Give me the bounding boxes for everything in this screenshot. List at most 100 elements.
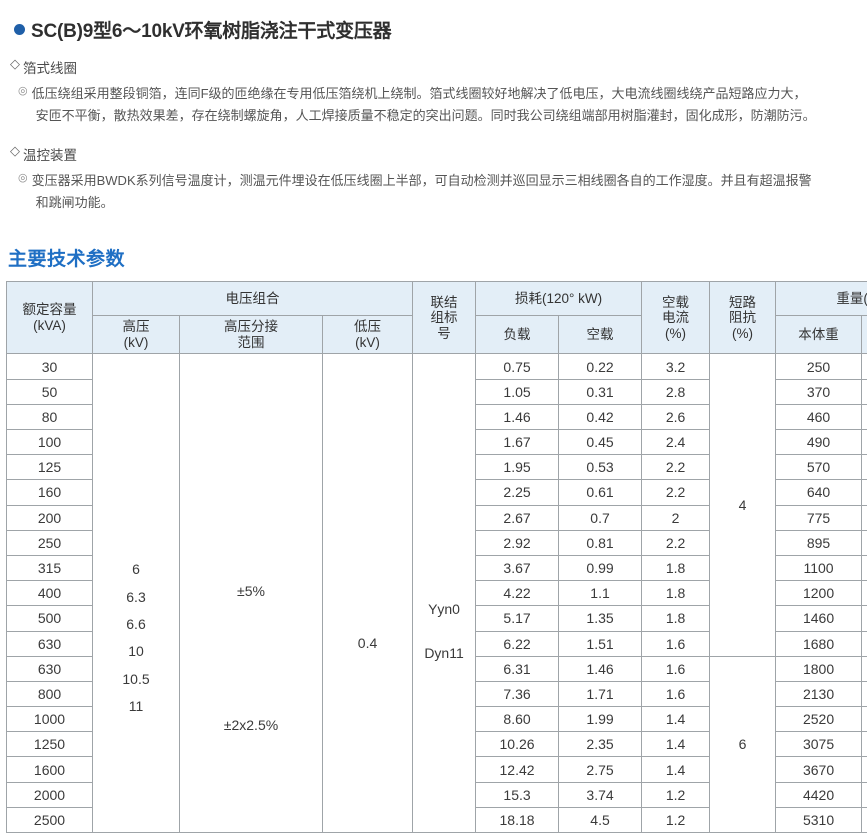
th-capacity: 额定容量 (kVA) [7,282,93,354]
page-title-text: SC(B)9型6～10kV环氧树脂浇注干式变压器 [31,16,391,43]
cell-weight-case: 550 [862,404,867,429]
cell-load-loss: 1.05 [476,379,559,404]
cell-weight-case: 2310 [862,681,867,706]
cell-noload-loss: 3.74 [559,782,642,807]
diamond-icon: ◇ [10,144,20,158]
cell-weight-body: 1460 [776,606,862,631]
cell-noload-loss: 1.46 [559,656,642,681]
cell-noload-loss: 0.7 [559,505,642,530]
th-loss-noload: 空载 [559,316,642,354]
cell-weight-body: 2130 [776,681,862,706]
cell-capacity: 80 [7,404,93,429]
th-loss-group: 损耗(120° kW) [476,282,642,316]
cell-capacity: 30 [7,354,93,379]
cell-weight-body: 1100 [776,555,862,580]
spec-table-head: 额定容量 (kVA) 电压组合 联结 组标 号 损耗(120° kW) 空载 电… [7,282,867,354]
cell-load-loss: 7.36 [476,681,559,706]
cell-capacity: 2500 [7,807,93,832]
cell-weight-case: 890 [862,505,867,530]
cell-noload-loss: 0.81 [559,530,642,555]
th-imp-l3: (%) [712,326,773,342]
cell-weight-case: 460 [862,379,867,404]
th-weight-body: 本体重 [776,316,862,354]
cell-noload-current: 3.2 [642,354,710,379]
cell-load-loss: 10.26 [476,732,559,757]
th-imp-l1: 短路 [712,295,773,311]
cell-load-loss: 1.46 [476,404,559,429]
cell-load-loss: 15.3 [476,782,559,807]
cell-noload-current: 1.2 [642,782,710,807]
th-hv-l2: (kV) [95,335,177,351]
section-heading-main-specs: 主要技术参数 [8,244,867,271]
feature-paragraph-line-1: 变压器采用BWDK系列信号温度计，测温元件埋设在低压线圈上半部，可自动检测并巡回… [32,173,812,188]
cell-load-loss: 3.67 [476,555,559,580]
cell-noload-current: 1.4 [642,707,710,732]
th-weight-group: 重量(kg) [776,282,867,316]
hv-value: 11 [93,693,179,720]
cell-capacity: 2000 [7,782,93,807]
cell-weight-case: 1250 [862,555,867,580]
th-imp-l2: 阻抗 [712,310,773,326]
th-conn-l3: 号 [415,326,473,342]
cell-noload-current: 2.2 [642,455,710,480]
cell-load-loss: 2.67 [476,505,559,530]
cell-weight-body: 5310 [776,807,862,832]
cell-weight-body: 3075 [776,732,862,757]
cell-noload-current: 2.6 [642,404,710,429]
cell-weight-body: 490 [776,430,862,455]
cell-load-loss: 6.31 [476,656,559,681]
feature-block-temp-control: ◇ 温控装置 ◎ 变压器采用BWDK系列信号温度计，测温元件埋设在低压线圈上半部… [8,144,867,215]
cell-load-loss: 5.17 [476,606,559,631]
cell-weight-body: 640 [776,480,862,505]
product-spec-page: SC(B)9型6～10kV环氧树脂浇注干式变压器 ◇ 箔式线圈 ◎ 低压绕组采用… [0,0,867,774]
th-lv: 低压 (kV) [323,316,413,354]
th-nlc-l3: (%) [644,326,707,342]
cell-noload-loss: 0.22 [559,354,642,379]
cell-weight-body: 1800 [776,656,862,681]
th-weight-case: 带外壳重 [862,316,867,354]
feature-heading-foil-coil: ◇ 箔式线圈 [10,57,867,77]
cell-capacity: 125 [7,455,93,480]
cell-noload-loss: 0.42 [559,404,642,429]
cell-noload-current: 1.8 [642,606,710,631]
cell-tap-range: ±5%±2x2.5% [180,354,323,833]
cell-capacity: 250 [7,530,93,555]
cell-weight-case: 4670 [862,782,867,807]
cell-noload-loss: 1.1 [559,581,642,606]
cell-load-loss: 12.42 [476,757,559,782]
cell-load-loss: 1.67 [476,430,559,455]
th-nlc-l2: 电流 [644,310,707,326]
cell-capacity: 500 [7,606,93,631]
tap-value: ±5% [180,583,322,599]
th-tap-range: 高压分接 范围 [180,316,323,354]
th-lv-l2: (kV) [325,335,410,351]
th-hv-l1: 高压 [95,319,177,335]
cell-weight-case: 3300 [862,732,867,757]
th-conn-l1: 联结 [415,295,473,311]
cell-weight-case: 1980 [862,656,867,681]
cell-weight-body: 1200 [776,581,862,606]
feature-heading-temp-control: ◇ 温控装置 [10,144,867,164]
cell-noload-current: 2.8 [642,379,710,404]
cell-noload-current: 2 [642,505,710,530]
cell-load-loss: 8.60 [476,707,559,732]
cell-capacity: 100 [7,430,93,455]
cell-noload-current: 1.2 [642,807,710,832]
hv-value: 6.3 [93,584,179,611]
cell-weight-case: 5580 [862,807,867,832]
cell-weight-case: 3900 [862,757,867,782]
th-conn-l2: 组标 [415,310,473,326]
feature-heading-text: 温控装置 [23,144,77,164]
feature-paragraph: 变压器采用BWDK系列信号温度计，测温元件埋设在低压线圈上半部，可自动检测并巡回… [32,170,812,215]
th-tap-l1: 高压分接 [182,319,320,335]
cell-load-loss: 0.75 [476,354,559,379]
th-connection-group: 联结 组标 号 [413,282,476,354]
feature-list: ◇ 箔式线圈 ◎ 低压绕组采用整段铜箔，连同F级的匝绝缘在专用低压箔绕机上绕制。… [0,57,867,214]
cell-noload-loss: 0.99 [559,555,642,580]
cell-weight-case: 320 [862,354,867,379]
cell-capacity: 315 [7,555,93,580]
spec-table-wrapper: 额定容量 (kVA) 电压组合 联结 组标 号 损耗(120° kW) 空载 电… [0,281,867,833]
cell-capacity: 1600 [7,757,93,782]
